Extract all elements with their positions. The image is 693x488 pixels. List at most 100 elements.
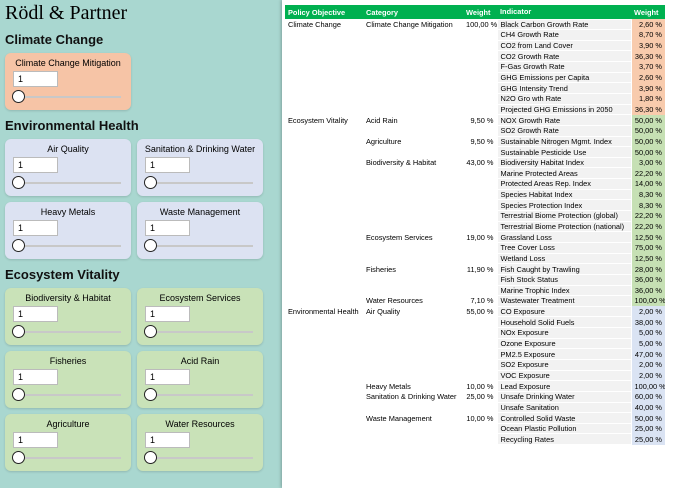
category-weight: [463, 423, 497, 434]
slider-track[interactable]: [149, 457, 253, 459]
slider-knob[interactable]: [12, 239, 25, 252]
weight-card: Agriculture 1: [5, 414, 131, 471]
weight-input[interactable]: 1: [13, 306, 58, 322]
indicator-weight: 36,00 %: [631, 285, 665, 296]
indicator-weight: 60,00 %: [631, 391, 665, 403]
slider-knob[interactable]: [12, 451, 25, 464]
weight-card: Acid Rain 1: [137, 351, 263, 408]
table-row: CH4 Growth Rate 8,70 %: [285, 29, 665, 41]
indicator-weight: 38,00 %: [631, 316, 665, 328]
card-label: Biodiversity & Habitat: [25, 293, 111, 303]
slider-knob[interactable]: [12, 90, 25, 103]
table-row: NOx Exposure 5,00 %: [285, 327, 665, 339]
category: [363, 189, 463, 200]
category-weight: [463, 370, 497, 381]
weight-input[interactable]: 1: [145, 306, 190, 322]
indicator-weight: 8,70 %: [631, 29, 665, 41]
policy-objective: [285, 72, 363, 83]
policy-objective: [285, 413, 363, 424]
table-row: Heavy Metals 10,00 % Lead Exposure 100,00 %: [285, 380, 665, 392]
policy-objective: [285, 157, 363, 168]
slider-track[interactable]: [149, 331, 253, 333]
slider-knob[interactable]: [12, 388, 25, 401]
indicator-weight: 12,50 %: [631, 253, 665, 264]
slider-knob[interactable]: [12, 176, 25, 189]
slider-track[interactable]: [17, 457, 121, 459]
indicator-weight: 40,00 %: [631, 402, 665, 413]
policy-objective: [285, 189, 363, 200]
table-row: CO2 Growth Rate 36,30 %: [285, 50, 665, 63]
slider-track[interactable]: [149, 182, 253, 184]
weight-input[interactable]: 1: [13, 220, 58, 236]
category: [363, 93, 463, 104]
indicator: VOC Exposure: [496, 369, 632, 382]
slider-knob[interactable]: [12, 325, 25, 338]
category: [363, 402, 463, 413]
indicator: Terrestrial Biome Protection (global): [496, 210, 632, 222]
indicator: PM2.5 Exposure: [496, 348, 632, 360]
category: [363, 168, 463, 179]
weight-card: Climate Change Mitigation 1: [5, 53, 131, 110]
policy-objective: [285, 391, 363, 402]
policy-objective: [285, 423, 363, 434]
slider-knob[interactable]: [144, 388, 157, 401]
indicator-weight: 8,30 %: [631, 199, 665, 211]
slider-track[interactable]: [149, 245, 253, 247]
category: Fisheries: [366, 264, 396, 274]
weight-input[interactable]: 1: [145, 369, 190, 385]
indicator: Species Protection Index: [496, 199, 632, 212]
table-row: Terrestrial Biome Protection (global) 22,…: [285, 210, 665, 222]
indicator: SO2 Growth Rate: [496, 124, 632, 137]
policy-objective: [285, 296, 363, 307]
app-title: Rödl & Partner: [5, 2, 128, 24]
weight-input[interactable]: 1: [145, 432, 190, 448]
weight-input[interactable]: 1: [13, 157, 58, 173]
category-weight: [463, 285, 497, 296]
policy-objective: [285, 242, 363, 253]
slider-track[interactable]: [17, 182, 121, 184]
indicator: Unsafe Sanitation: [496, 401, 632, 414]
weight-input[interactable]: 1: [13, 369, 58, 385]
category-weight: [463, 211, 497, 222]
category: [363, 253, 463, 264]
slider-track[interactable]: [17, 331, 121, 333]
category-weight: [463, 349, 497, 360]
policy-objective: [285, 285, 363, 296]
category: [363, 221, 463, 232]
category-weight: 55,00 %: [466, 307, 494, 317]
policy-objective: [285, 232, 363, 243]
policy-objective: [285, 328, 363, 339]
slider-track[interactable]: [17, 245, 121, 247]
slider-track[interactable]: [17, 394, 121, 396]
indicator: Controlled Solid Waste: [496, 412, 632, 424]
slider-track[interactable]: [149, 394, 253, 396]
indicator: Projected GHG Emissions in 2050: [496, 103, 632, 116]
policy-objective: [285, 338, 363, 349]
policy-objective: [285, 125, 363, 136]
weight-input[interactable]: 1: [13, 432, 58, 448]
indicator-weight: 28,00 %: [631, 263, 665, 275]
indicator: Wastewater Treatment: [496, 295, 632, 307]
weight-card: Heavy Metals 1: [5, 202, 131, 259]
policy-objective: Climate Change: [288, 19, 341, 29]
slider-knob[interactable]: [144, 325, 157, 338]
category: [363, 179, 463, 190]
slider-knob[interactable]: [144, 451, 157, 464]
card-label: Water Resources: [165, 419, 235, 429]
policy-objective: [285, 168, 363, 179]
indicator: F-Gas Growth Rate: [496, 61, 632, 73]
weight-input[interactable]: 1: [13, 71, 58, 87]
policy-objective: [285, 381, 363, 392]
weight-input[interactable]: 1: [145, 220, 190, 236]
slider-knob[interactable]: [144, 176, 157, 189]
category-weight: [463, 30, 497, 41]
indicator: Household Solid Fuels: [496, 316, 632, 329]
slider-knob[interactable]: [144, 239, 157, 252]
table-row: Marine Trophic Index 36,00 %: [285, 284, 665, 297]
category: [363, 434, 463, 445]
weight-input[interactable]: 1: [145, 157, 190, 173]
card-group: Biodiversity & Habitat 1 Ecosystem Service…: [5, 288, 280, 471]
slider-track[interactable]: [17, 96, 121, 98]
weight-card: Air Quality 1: [5, 139, 131, 196]
